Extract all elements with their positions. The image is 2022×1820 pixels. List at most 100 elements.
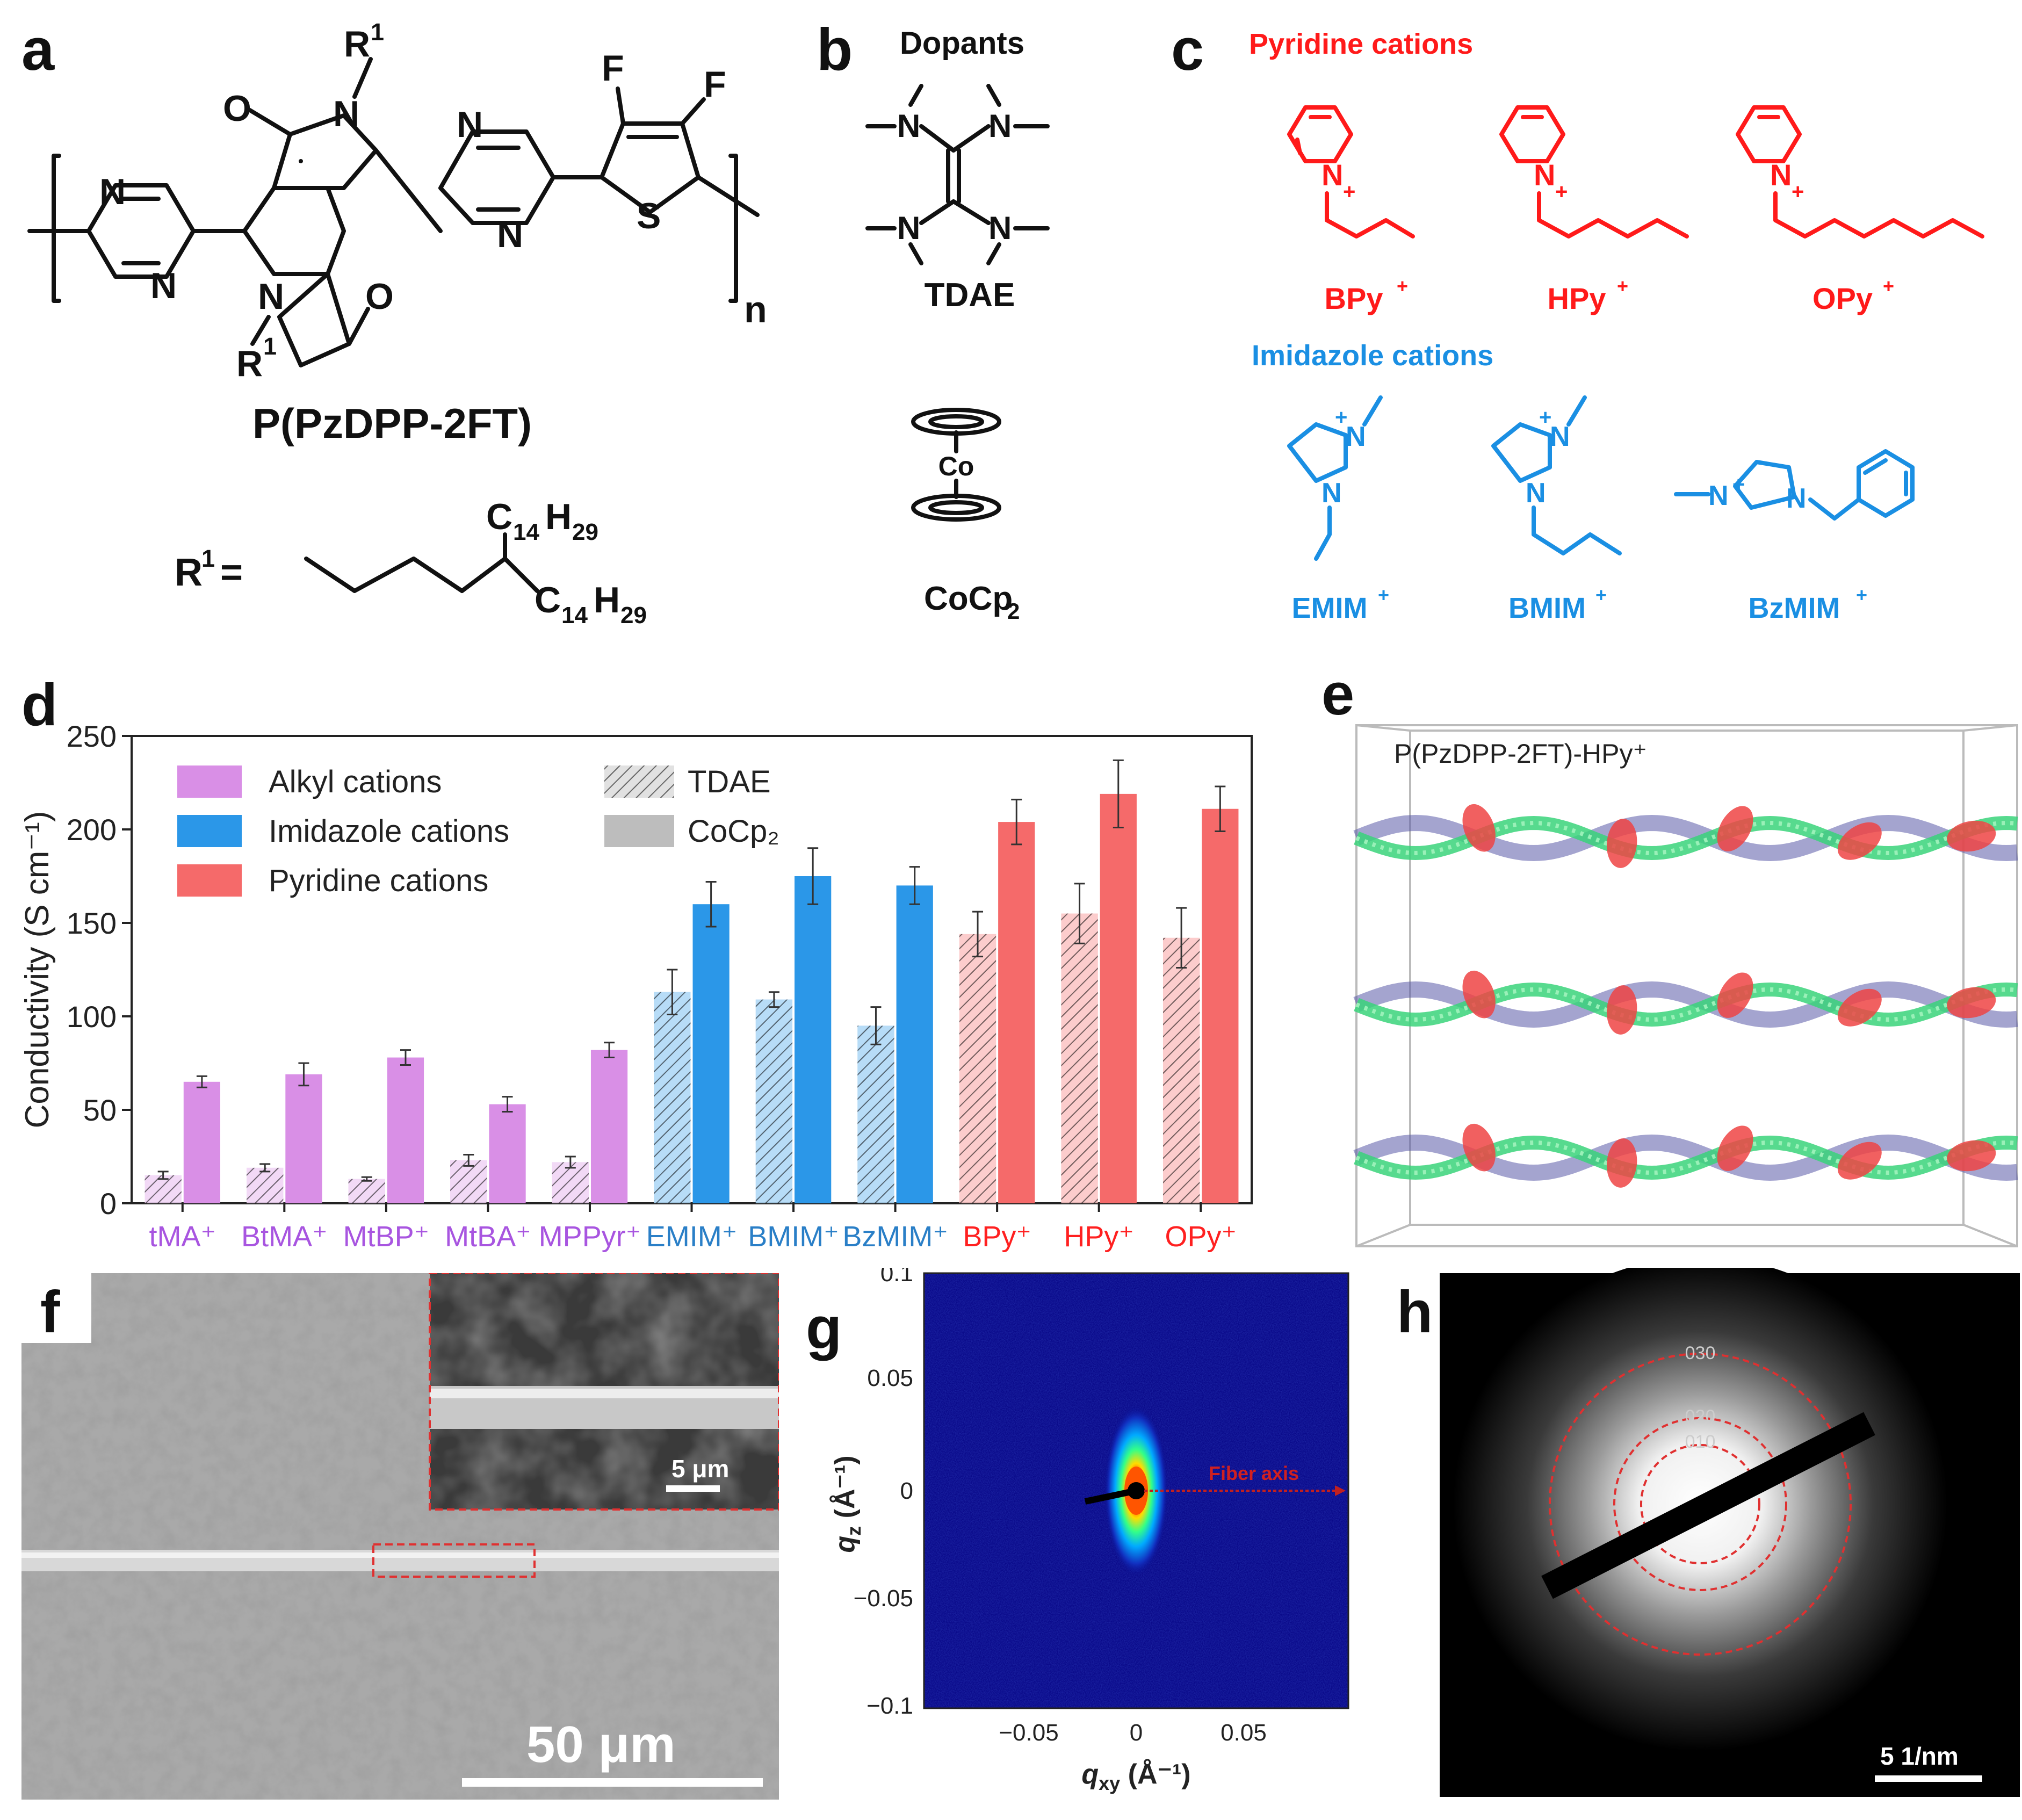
- svg-text:OPy: OPy: [1812, 281, 1873, 315]
- bar-cocp2: [896, 885, 933, 1203]
- panel-letter-d: d: [21, 672, 57, 738]
- svg-text:H: H: [545, 496, 572, 537]
- bar-tdae-hatch: [755, 999, 793, 1203]
- svg-text:0.05: 0.05: [867, 1365, 913, 1391]
- svg-text:14: 14: [561, 602, 588, 629]
- error-bar: [361, 1176, 372, 1182]
- svg-text:+: +: [1539, 406, 1551, 429]
- ring-030: [1549, 1353, 1852, 1656]
- svg-text:HPy: HPy: [1548, 281, 1606, 315]
- inset-scale-bar: [666, 1485, 720, 1492]
- svg-text:+: +: [1856, 584, 1867, 606]
- x-tick-label: EMIM⁺: [646, 1220, 738, 1253]
- error-bar: [909, 866, 920, 905]
- error-bar: [1176, 907, 1187, 969]
- panel-g: g Fiber axis 0.1 0.05 0 −0.05 −0.1 −0.05…: [784, 1268, 1397, 1805]
- legend-label: Pyridine cations: [269, 863, 488, 898]
- ring-020: [1613, 1417, 1787, 1591]
- svg-text:+: +: [1617, 275, 1628, 297]
- svg-text:1: 1: [371, 18, 384, 46]
- legend-swatch: [177, 864, 242, 897]
- emim-structure: N + N EMIM +: [1287, 395, 1389, 624]
- ring-010: [1640, 1444, 1760, 1564]
- svg-text:0: 0: [1130, 1720, 1143, 1746]
- svg-text:+: +: [1595, 584, 1607, 606]
- svg-text:−0.1: −0.1: [866, 1693, 913, 1719]
- panel-letter-f: f: [40, 1279, 60, 1345]
- x-tick-label: BMIM⁺: [748, 1220, 839, 1253]
- repeat-n: n: [744, 288, 767, 330]
- bar-tdae-hatch: [959, 934, 996, 1203]
- error-bar: [298, 1062, 309, 1087]
- error-bar: [1011, 798, 1022, 846]
- svg-text:+: +: [1555, 180, 1568, 204]
- error-bar: [667, 969, 678, 1016]
- svg-text:N: N: [1346, 421, 1366, 452]
- bar-cocp2: [998, 822, 1035, 1203]
- panel-b: b Dopants N N N N TDAE Co CoCp 2: [806, 0, 1203, 655]
- legend-swatch: [177, 765, 242, 798]
- saed-scale-label: 5 1/nm: [1880, 1742, 1959, 1770]
- panel-e: e P(PzDPP-2FT)-HPy⁺: [1321, 655, 2022, 1262]
- y-tick-label: 100: [67, 1000, 117, 1034]
- legend-label: Imidazole cations: [269, 814, 509, 849]
- hpy-structure: N + HPy +: [1499, 105, 1689, 315]
- error-bar: [196, 1075, 207, 1088]
- x-tick-label: MtBP⁺: [343, 1220, 430, 1253]
- legend-label: CoCp₂: [688, 814, 779, 849]
- bar-cocp2: [590, 1050, 628, 1203]
- error-bar: [1215, 785, 1226, 832]
- panel-h: h 010 020 030 5 1/nm: [1397, 1268, 2022, 1805]
- error-bar: [705, 880, 717, 928]
- pyridine-title: Pyridine cations: [1249, 28, 1473, 60]
- error-bar: [807, 847, 819, 905]
- panel-letter-a: a: [21, 17, 55, 83]
- legend-label: Alkyl cations: [269, 764, 442, 799]
- error-bar: [259, 1163, 271, 1173]
- svg-text:N: N: [150, 265, 177, 306]
- svg-text:N: N: [1526, 478, 1546, 509]
- opy-structure: N + OPy +: [1736, 105, 1984, 315]
- x-tick-label: BPy⁺: [963, 1220, 1031, 1253]
- bar-tdae-hatch: [1162, 937, 1200, 1203]
- svg-text:S: S: [637, 196, 661, 236]
- svg-text:N: N: [897, 210, 920, 246]
- error-bar: [870, 1006, 882, 1045]
- svg-text:0.05: 0.05: [1221, 1720, 1267, 1746]
- svg-text:F: F: [602, 48, 624, 89]
- conductivity-bar-chart: d Conductivity (S cm⁻¹) 050100150200250 …: [19, 672, 1253, 1253]
- polymer-name: P(PzDPP-2FT): [252, 400, 532, 447]
- error-bar: [565, 1155, 576, 1169]
- svg-text:N: N: [497, 214, 523, 255]
- svg-text:+: +: [1397, 275, 1408, 297]
- y-tick-label: 150: [67, 906, 117, 940]
- panel-d: d Conductivity (S cm⁻¹) 0 50 100 150 200 250 …: [0, 655, 1321, 1262]
- x-tick-label: MtBA⁺: [445, 1220, 531, 1253]
- y-axis-label-g: qz (Å⁻¹): [829, 1455, 865, 1552]
- error-bar: [1074, 883, 1085, 944]
- panel-c: c Pyridine cations N + BPy + N + HPy + N…: [1160, 0, 2022, 655]
- svg-text:020: 020: [1685, 1406, 1716, 1427]
- svg-text:030: 030: [1685, 1343, 1716, 1363]
- svg-text:H: H: [594, 580, 620, 620]
- bar-tdae-hatch: [145, 1175, 182, 1203]
- svg-text:N: N: [988, 108, 1012, 144]
- bar-tdae-hatch: [654, 992, 691, 1203]
- error-bar: [157, 1171, 169, 1180]
- legend-label: TDAE: [688, 764, 771, 799]
- y-tick-label: 0: [100, 1187, 117, 1220]
- dopant-cocp2: CoCp: [924, 580, 1013, 617]
- bar-tdae-hatch: [247, 1167, 284, 1203]
- svg-text:N: N: [1786, 483, 1807, 514]
- svg-text:N: N: [1770, 158, 1792, 192]
- y-tick-label: 50: [83, 1093, 117, 1127]
- svg-text:N: N: [258, 276, 284, 317]
- simulation-label: P(PzDPP-2FT)-HPy⁺: [1394, 739, 1647, 769]
- panel-a: a n N N O N R 1 N R 1 O N N S F F P(PzDP…: [0, 0, 838, 655]
- svg-text:N: N: [457, 104, 483, 145]
- dopant-tdae: TDAE: [925, 277, 1015, 314]
- bar-tdae-hatch: [857, 1025, 894, 1203]
- svg-text:29: 29: [620, 602, 647, 629]
- bar-cocp2: [795, 876, 832, 1203]
- svg-text:010: 010: [1685, 1432, 1716, 1452]
